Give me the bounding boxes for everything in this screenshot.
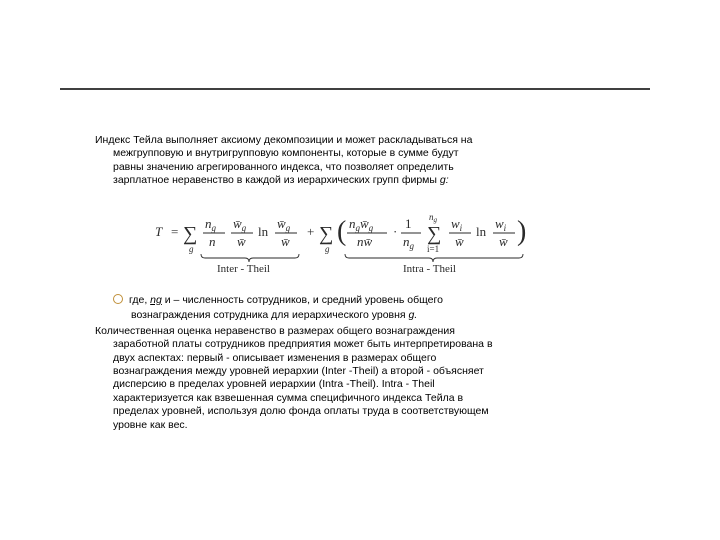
f-sum1: ∑ [183,223,197,245]
f-sum3: ∑ [427,223,441,245]
p2-l1: Количественная оценка неравенство в разм… [95,325,455,337]
f-plus: + [307,224,314,239]
f-f5n: 1 [405,216,412,231]
paragraph-1: Индекс Тейла выполняет аксиому декомпози… [95,134,655,188]
p1-line2: межгрупповую и внутригрупповую компонент… [95,147,655,160]
p2-l2: заработной платы сотрудников предприятия… [95,338,655,351]
p2-b-b: и – численность сотрудников, и средний у… [162,294,443,306]
p2-l4: вознаграждения между уровней иерархии (I… [95,365,655,378]
p2-l8: уровне как вес. [95,419,655,432]
f-f5d: ng [403,234,415,251]
p2-l7: пределах уровней, используя долю фонда о… [95,405,655,418]
f-f3d: w̄ [281,234,290,249]
p2-bc-a: вознаграждения сотрудника для иерархичес… [131,309,409,321]
p2-bullet-line: где, ng и – численность сотрудников, и с… [95,294,655,307]
f-sum3-bot: i=1 [427,244,439,254]
f-dot: · [393,224,397,239]
f-sum2: ∑ [319,223,333,245]
p1-line4a: зарплатное неравенство в каждой из иерар… [113,174,440,186]
f-under-right: Intra - Theil [403,263,456,275]
horizontal-rule [60,88,650,90]
f-f4n: ngw̄g [349,216,374,233]
f-f6n: wi [451,216,463,233]
p2-bc-g: g. [409,309,418,321]
f-lhs: T [155,224,163,239]
f-sum2-sub: g [325,244,330,254]
p2-l5: дисперсию в пределах уровней иерархии (I… [95,378,655,391]
paragraph-2: где, ng и – численность сотрудников, и с… [95,294,655,432]
p1-line4-g: g: [440,174,449,186]
f-f1n: ng [205,216,217,233]
f-eq: = [171,224,178,239]
f-f1d: n [209,234,216,249]
f-lparen: ( [337,216,346,247]
f-rparen: ) [517,216,526,247]
f-ln2: ln [476,224,487,239]
f-sum1-sub: g [189,244,194,254]
p2-b-a: где, [129,294,150,306]
f-ln1: ln [258,224,269,239]
f-f3n: w̄g [277,216,291,233]
p2-l3: двух аспектах: первый - описывает измене… [95,352,655,365]
hollow-circle-icon [113,294,123,304]
f-under-left: Inter - Theil [217,263,270,275]
p2-b-ng: ng [150,294,162,306]
f-f2d: w̄ [237,234,246,249]
f-f7d: w̄ [499,234,508,249]
f-f6d: w̄ [455,234,464,249]
f-f4d: nw̄ [357,234,373,249]
p1-line1: Индекс Тейла выполняет аксиому декомпози… [95,134,472,146]
f-f7n: wi [495,216,507,233]
p2-l6: характеризуется как взвешенная сумма спе… [95,392,655,405]
p1-line3: равны значению агрегированного индекса, … [95,161,655,174]
p1-line4: зарплатное неравенство в каждой из иерар… [95,174,655,187]
slide-content: Индекс Тейла выполняет аксиому декомпози… [95,134,655,432]
f-f2n: w̄g [233,216,247,233]
p2-bullet-c: вознаграждения сотрудника для иерархичес… [95,309,655,322]
theil-formula: T = ∑ g ng n w̄g w̄ ln w̄g w̄ Inte [155,206,575,276]
formula-block: T = ∑ g ng n w̄g w̄ ln w̄g w̄ Inte [155,206,655,276]
